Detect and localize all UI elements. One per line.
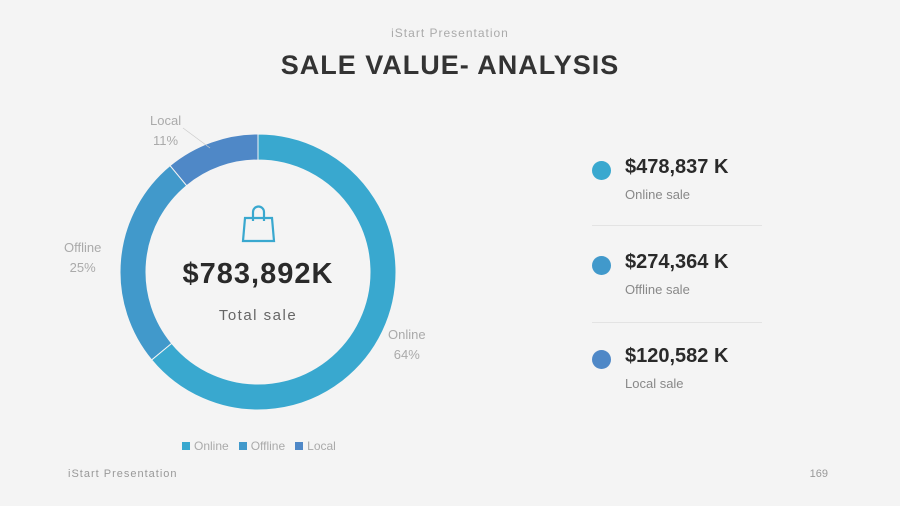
- slice-label-pct: 25%: [69, 260, 96, 275]
- legend-swatch: [238, 442, 247, 450]
- legend-label: Local: [307, 439, 336, 453]
- donut-slice-offline: [119, 164, 188, 361]
- total-label: Total sale: [218, 307, 298, 324]
- slice-label-pct: 11%: [153, 133, 179, 148]
- stat-label: Local sale: [625, 376, 684, 391]
- slice-label-name: Offline: [64, 240, 102, 255]
- legend-item-online: Online: [182, 439, 229, 453]
- legend-label: Offline: [250, 439, 286, 453]
- bag-icon: [241, 205, 276, 243]
- footer-brand: iStart Presentation: [68, 468, 178, 480]
- page-number: 169: [809, 468, 828, 480]
- legend-swatch: [295, 442, 304, 450]
- legend-item-offline: Offline: [238, 439, 286, 453]
- page-title: SALE VALUE- ANALYSIS: [280, 50, 620, 80]
- legend-label: Online: [194, 439, 229, 453]
- chart-legend: Online Offline Local: [182, 439, 336, 453]
- stat-value: $274,364 K: [625, 251, 729, 273]
- stat-value: $478,837 K: [625, 156, 729, 178]
- stat-value: $120,582 K: [625, 345, 729, 367]
- slice-label-online: Online 64%: [388, 325, 426, 365]
- slice-label-name: Local: [150, 113, 182, 128]
- donut-slice-online: [150, 133, 397, 411]
- offline-dot-icon: [592, 256, 611, 275]
- legend-item-local: Local: [295, 439, 336, 453]
- stat-label: Online sale: [625, 187, 691, 202]
- slice-label-pct: 64%: [393, 347, 420, 362]
- total-value: $783,892K: [182, 258, 334, 290]
- donut-chart: [119, 127, 397, 411]
- stat-label: Offline sale: [625, 282, 690, 297]
- slice-label-offline: Offline 25%: [64, 238, 101, 278]
- legend-swatch: [182, 442, 190, 450]
- local-leader-line: [182, 127, 211, 149]
- divider: [592, 322, 762, 323]
- donut-slice-local: [169, 133, 259, 187]
- slice-label-name: Online: [388, 327, 426, 342]
- online-dot-icon: [592, 161, 611, 180]
- local-dot-icon: [592, 350, 611, 369]
- presentation-subtitle: iStart Presentation: [391, 26, 509, 40]
- slice-label-local: Local 11%: [150, 111, 181, 151]
- divider: [592, 225, 762, 226]
